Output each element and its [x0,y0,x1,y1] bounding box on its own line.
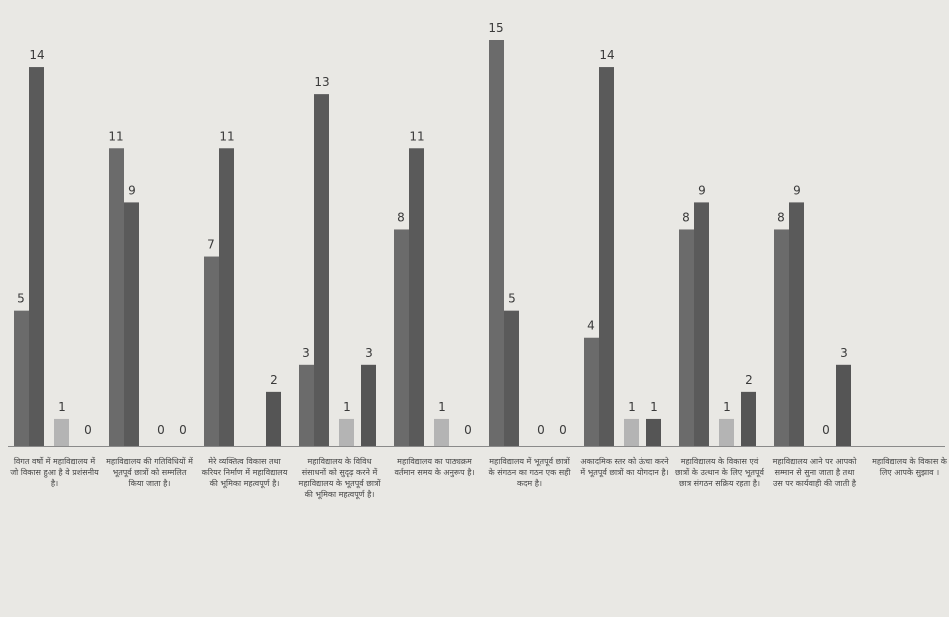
bar-4-1 [299,364,314,446]
category-label-10: महाविद्यालय के विकास के लिए आपके सुझाव । [872,457,947,477]
bar-7-3 [624,418,639,446]
data-label-1-2: 14 [29,48,44,62]
data-label-8-3: 1 [723,400,731,414]
data-label-3-4: 2 [270,373,278,387]
bar-4-2 [314,94,329,446]
data-label-1-4: 0 [84,423,92,437]
bar-3-4 [266,391,281,446]
data-label-6-3: 0 [537,423,545,437]
data-label-2-3: 0 [157,423,165,437]
bar-9-4 [836,364,851,446]
data-label-2-1: 11 [108,129,123,143]
category-label-6: महाविद्यालय में भूतपूर्व छात्रों के संगठ… [488,457,571,488]
bar-6-1 [489,40,504,446]
data-label-3-2: 11 [219,129,234,143]
data-label-5-3: 1 [438,400,446,414]
bar-1-1 [14,310,29,446]
data-label-6-1: 15 [488,21,503,35]
category-label-1: विगत वर्षो में महाविद्यालय में जो विकास … [10,457,99,488]
bar-2-1 [109,148,124,446]
data-label-5-4: 0 [464,423,472,437]
bar-2-2 [124,202,139,446]
data-label-8-1: 8 [682,210,690,224]
bar-4-4 [361,364,376,446]
bar-7-4 [646,418,661,446]
data-label-4-2: 13 [314,75,329,89]
category-label-5: महाविद्यालय का पाठ्यक्रम वर्तमान समय के … [394,457,475,477]
data-label-1-1: 5 [17,292,25,306]
category-label-8: महाविद्यालय के विकास एवं छात्रों के उत्थ… [675,457,764,488]
data-label-3-1: 7 [207,238,215,252]
data-label-9-1: 8 [777,210,785,224]
bar-8-4 [741,391,756,446]
bar-3-1 [204,256,219,446]
data-label-8-4: 2 [745,373,753,387]
bar-5-1 [394,229,409,446]
data-label-6-2: 5 [508,292,516,306]
bar-9-1 [774,229,789,446]
data-label-1-3: 1 [58,400,66,414]
category-label-4: महाविद्यालय के विविध संसाधनों को सुदृढ़ … [298,457,381,499]
bar-8-2 [694,202,709,446]
bar-5-3 [434,418,449,446]
data-label-9-3: 0 [822,423,830,437]
data-label-6-4: 0 [559,423,567,437]
bar-9-2 [789,202,804,446]
bar-8-1 [679,229,694,446]
data-label-5-2: 11 [409,129,424,143]
data-label-4-3: 1 [343,400,351,414]
bar-1-3 [54,418,69,446]
bar-8-3 [719,418,734,446]
data-label-9-2: 9 [793,183,801,197]
bar-4-3 [339,418,354,446]
data-label-7-1: 4 [587,319,595,333]
data-label-7-2: 14 [599,48,614,62]
bar-7-1 [584,337,599,446]
category-label-3: मेरे व्यक्तित्व विकास तथा करियर निर्माण … [201,457,288,488]
category-label-9: महाविद्यालय आने पर आपको सम्मान से सुना ज… [772,457,857,488]
data-label-7-3: 1 [628,400,636,414]
bar-5-2 [409,148,424,446]
bar-7-2 [599,67,614,447]
data-label-5-1: 8 [397,210,405,224]
bar-3-2 [219,148,234,446]
data-label-2-2: 9 [128,183,136,197]
data-label-4-1: 3 [302,346,310,360]
data-label-2-4: 0 [179,423,187,437]
data-label-7-4: 1 [650,400,658,414]
category-label-7: अकादमिक स्तर को ऊंचा करने में भूतपूर्व छ… [580,457,669,477]
data-label-9-4: 3 [840,346,848,360]
bar-1-2 [29,67,44,447]
data-label-4-4: 3 [365,346,373,360]
data-label-8-2: 9 [698,183,706,197]
bar-6-2 [504,310,519,446]
category-label-2: महाविद्यालय की गतिविधियों में भूतपूर्व छ… [106,457,193,488]
